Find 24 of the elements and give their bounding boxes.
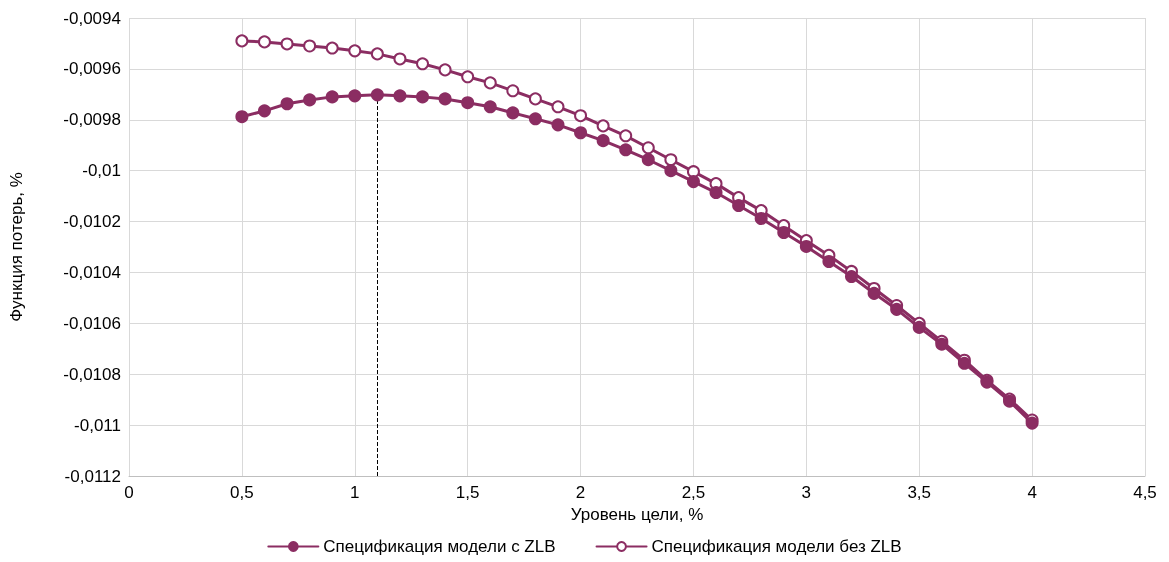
x-tick-label: 3 <box>801 483 812 502</box>
legend-label: Спецификация модели с ZLB <box>323 537 556 556</box>
x-tick-label: 1,5 <box>455 483 480 502</box>
x-tick-label: 0 <box>124 483 134 502</box>
y-tick-label: -0,0098 <box>63 110 121 130</box>
x-tick-label: 1 <box>350 483 360 502</box>
y-tick-label: -0,0112 <box>64 466 121 486</box>
x-tick-label: 3,5 <box>907 483 932 502</box>
y-tick-label: -0,0094 <box>63 8 121 28</box>
y-tick-label: -0,0102 <box>63 212 121 232</box>
y-tick-label: -0,011 <box>74 415 121 435</box>
x-tick-label: 2,5 <box>681 483 706 502</box>
y-axis-title: Функция потерь, % <box>7 172 26 322</box>
x-tick-label: 4,5 <box>1133 483 1157 502</box>
y-tick-label: -0,0096 <box>63 59 121 79</box>
x-tick-label: 4 <box>1027 483 1037 502</box>
y-tick-label: -0,0104 <box>63 262 121 282</box>
y-tick-label: -0,0106 <box>63 313 121 333</box>
y-tick-label: -0,0108 <box>63 364 121 384</box>
y-tick-label: -0,01 <box>82 161 121 181</box>
x-tick-label: 2 <box>575 483 586 502</box>
x-tick-label: 0,5 <box>230 483 254 502</box>
legend-label: Спецификация модели без ZLB <box>651 537 902 556</box>
x-axis-title: Уровень цели, % <box>570 505 704 524</box>
